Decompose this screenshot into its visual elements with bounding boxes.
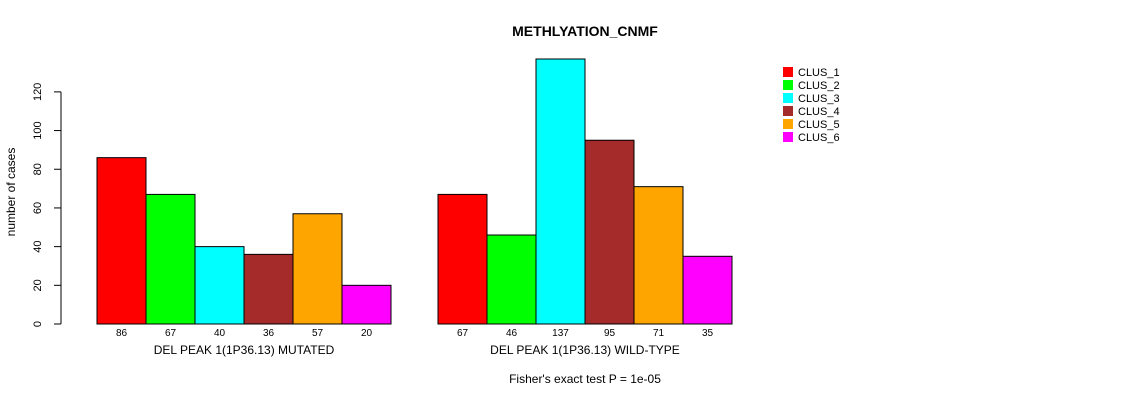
bar-clus-2 [487, 235, 536, 324]
bar-value-label: 95 [604, 328, 616, 339]
bar-value-label: 20 [361, 328, 373, 339]
y-tick-label: 60 [32, 202, 44, 214]
bar-clus-4 [585, 140, 634, 324]
bar-clus-6 [342, 285, 391, 324]
y-tick-label: 120 [32, 83, 44, 101]
y-axis-label: number of cases [4, 148, 18, 237]
legend-entry: CLUS_5 [798, 119, 840, 131]
y-tick-label: 0 [32, 321, 44, 327]
legend-swatch [783, 67, 793, 77]
bar-value-label: 137 [552, 328, 569, 339]
legend-swatch [783, 119, 793, 129]
bar-clus-5 [634, 187, 683, 324]
chart-title: METHLYATION_CNMF [512, 23, 658, 39]
bar-clus-1 [438, 194, 487, 324]
bar-value-label: 67 [457, 328, 469, 339]
bars [97, 59, 732, 324]
bar-value-label: 40 [214, 328, 226, 339]
bar-clus-4 [244, 254, 293, 324]
bar-value-label: 67 [165, 328, 177, 339]
bar-clus-5 [293, 214, 342, 324]
bar-value-label: 71 [653, 328, 665, 339]
legend-swatch [783, 80, 793, 90]
y-tick-label: 40 [32, 241, 44, 253]
bar-clus-2 [146, 194, 195, 324]
bar-value-label: 36 [263, 328, 275, 339]
bar-value-label: 35 [702, 328, 714, 339]
fisher-test-annotation: Fisher's exact test P = 1e-05 [509, 372, 661, 386]
bar-value-labels: 86 67 40 36 57 20 67 46 137 95 71 35 [116, 328, 714, 339]
bar-clus-1 [97, 158, 146, 324]
y-tick-label: 80 [32, 163, 44, 175]
bar-clus-6 [683, 256, 732, 324]
legend-swatch [783, 106, 793, 116]
group-label: DEL PEAK 1(1P36.13) MUTATED [154, 343, 335, 357]
legend-entry: CLUS_1 [798, 67, 840, 79]
y-tick-label: 20 [32, 279, 44, 291]
group-labels: DEL PEAK 1(1P36.13) MUTATED DEL PEAK 1(1P… [154, 343, 680, 357]
legend-entry: CLUS_2 [798, 80, 840, 92]
legend-swatch [783, 132, 793, 142]
group-label: DEL PEAK 1(1P36.13) WILD-TYPE [490, 343, 680, 357]
bar-clus-3 [195, 247, 244, 324]
bar-value-label: 86 [116, 328, 128, 339]
bar-clus-3 [536, 59, 585, 324]
legend-swatch [783, 93, 793, 103]
bar-value-label: 46 [506, 328, 518, 339]
legend-entry: CLUS_3 [798, 93, 840, 105]
legend-entry: CLUS_6 [798, 132, 840, 144]
bar-value-label: 57 [312, 328, 324, 339]
y-tick-label: 100 [32, 121, 44, 139]
y-axis: 0 20 40 60 80 100 120 [32, 83, 61, 327]
legend-entry: CLUS_4 [798, 106, 840, 118]
